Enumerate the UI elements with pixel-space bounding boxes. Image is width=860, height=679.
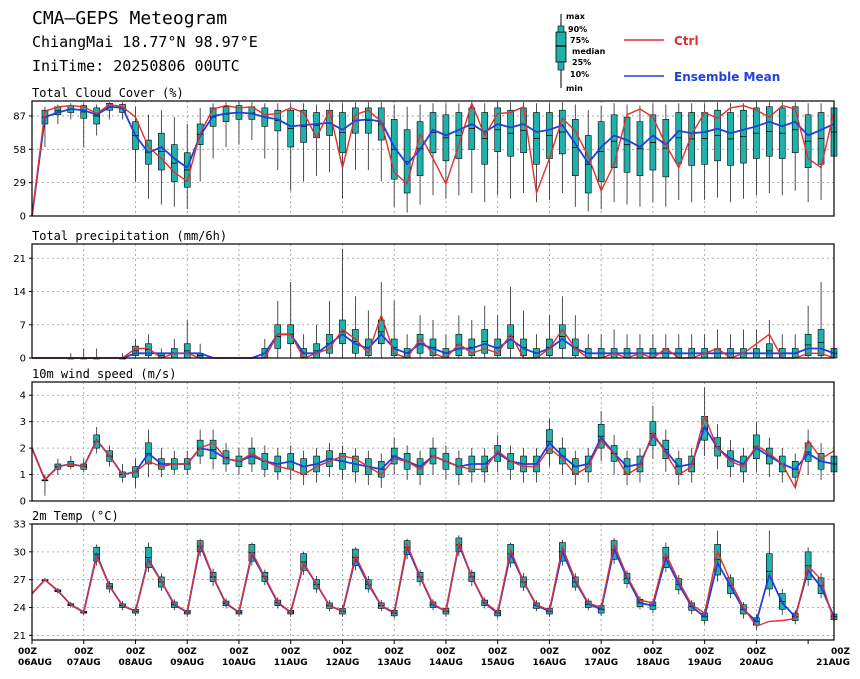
mean-line <box>32 332 835 359</box>
x-tick-hour: 00Z <box>281 647 301 657</box>
ctrl-line <box>31 414 835 490</box>
panel-frame <box>31 381 835 502</box>
legend-p75-label: 75% <box>570 36 589 45</box>
y-tick-label: 21 <box>13 254 26 265</box>
legend-box-lower <box>555 45 567 63</box>
y-tick-label: 0 <box>20 212 26 223</box>
x-tick-hour: 00Z <box>229 647 249 657</box>
mean-line <box>31 105 835 217</box>
ctrl-line <box>32 313 835 359</box>
panel-2: 10m wind speed (m/s) 0 1 2 3 4 <box>20 367 838 508</box>
legend-p90-label: 90% <box>568 25 587 34</box>
x-tick-date: 11AUG <box>274 658 308 668</box>
y-tick-label: 0 <box>20 354 26 365</box>
legend-mean-label: Ensemble Mean <box>674 70 780 84</box>
x-tick-hour: 00Z <box>592 647 612 657</box>
legend-median-label: median <box>572 47 606 56</box>
y-tick-label: 30 <box>13 547 26 558</box>
x-tick-hour: 00Z <box>695 647 715 657</box>
panel-title: Total Cloud Cover (%) <box>32 86 184 100</box>
legend: max 90% 75% median 25% 10% min Ctrl Ense… <box>555 12 780 93</box>
x-tick-date: 09AUG <box>170 658 204 668</box>
panel-frame <box>31 100 835 217</box>
x-tick-hour: 00Z <box>436 647 456 657</box>
x-tick-date: 19AUG <box>688 658 722 668</box>
x-tick-date: 21AUG <box>816 658 850 668</box>
x-tick-date: 18AUG <box>636 658 670 668</box>
legend-ctrl-label: Ctrl <box>674 34 699 48</box>
y-tick-label: 3 <box>20 417 26 428</box>
x-tick-hour: 00Z <box>488 647 508 657</box>
panel-0: Total Cloud Cover (%) 0 29 58 87 <box>13 86 838 223</box>
y-tick-label: 4 <box>20 391 26 402</box>
x-axis: 00Z06AUG00Z07AUG00Z08AUG00Z09AUG00Z10AUG… <box>18 640 850 668</box>
y-tick-label: 1 <box>20 470 26 481</box>
y-tick-label: 14 <box>13 287 26 298</box>
y-tick-label: 33 <box>13 520 26 531</box>
legend-boxplot-key: max 90% 75% median 25% 10% min <box>555 12 606 93</box>
y-tick-label: 2 <box>20 444 26 455</box>
y-tick-label: 27 <box>13 575 26 586</box>
x-tick-hour: 00Z <box>333 647 353 657</box>
ctrl-line <box>31 540 835 627</box>
legend-p10-label: 10% <box>570 70 589 79</box>
legend-p25-label: 25% <box>572 58 591 67</box>
location-label: ChiangMai 18.77°N 98.97°E <box>32 33 258 51</box>
x-tick-hour: 00Z <box>18 647 38 657</box>
legend-box-upper <box>555 31 567 47</box>
init-time-label: IniTime: 20250806 00UTC <box>32 57 240 75</box>
x-tick-date: 07AUG <box>67 658 101 668</box>
y-tick-label: 0 <box>20 497 26 508</box>
panel-1: Total precipitation (mm/6h) 0 7 14 21 <box>13 229 838 365</box>
x-tick-date: 08AUG <box>119 658 153 668</box>
panel-frame <box>31 243 835 359</box>
x-tick-hour: 00Z <box>540 647 560 657</box>
x-tick-hour: 00Z <box>643 647 663 657</box>
x-tick-hour: 00Z <box>74 647 94 657</box>
x-tick-date: 12AUG <box>325 658 359 668</box>
y-tick-label: 7 <box>20 320 26 331</box>
x-tick-date: 15AUG <box>481 658 515 668</box>
y-tick-label: 87 <box>13 111 26 122</box>
legend-min-label: min <box>566 84 583 93</box>
chart-title: CMA—GEPS Meteogram <box>32 8 227 29</box>
panel-frame <box>31 523 835 641</box>
panel-title: Total precipitation (mm/6h) <box>32 229 227 243</box>
panels: Total Cloud Cover (%) 0 29 58 87 Total precip… <box>13 86 838 642</box>
x-tick-hour: 00Z <box>385 647 405 657</box>
x-tick-date: 20AUG <box>739 658 773 668</box>
y-tick-label: 29 <box>13 178 26 189</box>
x-tick-date: 16AUG <box>532 658 566 668</box>
panel-title: 2m Temp (°C) <box>32 509 119 523</box>
x-tick-hour: 00Z <box>178 647 198 657</box>
y-tick-label: 21 <box>13 631 26 642</box>
legend-max-label: max <box>566 12 586 21</box>
x-tick-hour: 00Z <box>747 647 767 657</box>
x-tick-date: 13AUG <box>377 658 411 668</box>
x-tick-date: 10AUG <box>222 658 256 668</box>
x-tick-date: 14AUG <box>429 658 463 668</box>
y-tick-label: 24 <box>13 603 26 614</box>
header: CMA—GEPS Meteogram ChiangMai 18.77°N 98.… <box>32 8 258 75</box>
y-tick-label: 58 <box>13 145 26 156</box>
x-tick-hour: 00Z <box>126 647 146 657</box>
x-tick-date: 06AUG <box>18 658 52 668</box>
panel-title: 10m wind speed (m/s) <box>32 367 177 381</box>
ctrl-line <box>31 101 835 217</box>
panel-3: 2m Temp (°C) 21 24 27 30 33 <box>13 509 838 642</box>
x-tick-date: 17AUG <box>584 658 618 668</box>
x-tick-hour: 00Z <box>831 647 851 657</box>
